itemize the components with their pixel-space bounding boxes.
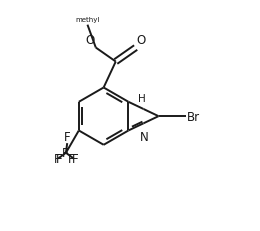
Text: H: H	[139, 94, 146, 104]
Text: N: N	[140, 130, 148, 143]
Text: F: F	[64, 131, 70, 143]
Text: Br: Br	[187, 110, 200, 123]
Text: F: F	[61, 147, 68, 160]
Text: O: O	[137, 34, 146, 47]
Text: O: O	[85, 34, 95, 47]
Text: F: F	[56, 152, 63, 165]
Text: F: F	[68, 152, 74, 165]
Text: F: F	[54, 153, 60, 166]
Text: methyl: methyl	[75, 17, 100, 23]
Text: F: F	[72, 153, 79, 166]
